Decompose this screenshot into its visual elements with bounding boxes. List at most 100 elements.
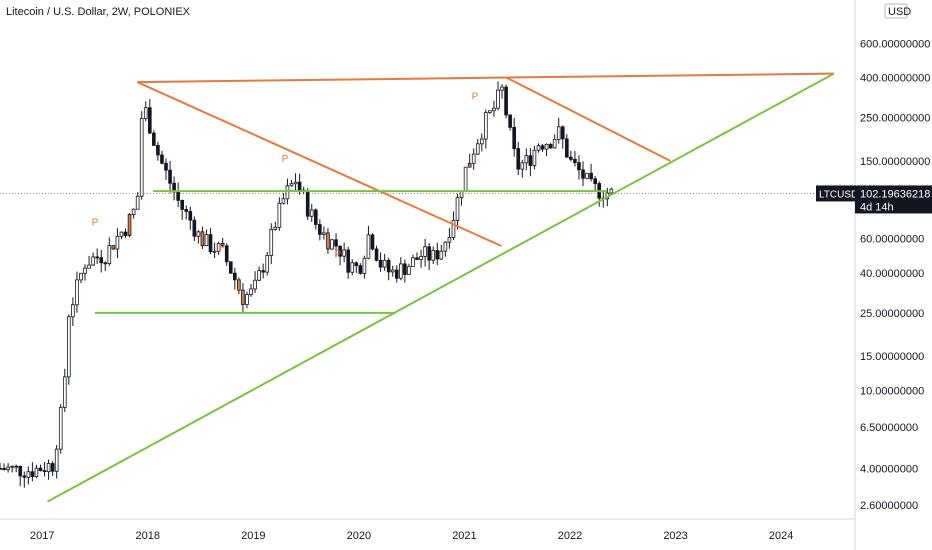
candle-body[interactable] <box>176 191 180 201</box>
candle-body[interactable] <box>115 235 120 250</box>
candle-body[interactable] <box>475 143 480 155</box>
candle-body[interactable] <box>589 172 593 180</box>
candle-body[interactable] <box>265 255 270 273</box>
candle-body[interactable] <box>10 465 14 468</box>
candle-body[interactable] <box>233 272 237 281</box>
candle-body[interactable] <box>544 143 549 150</box>
candle-body[interactable] <box>354 262 359 267</box>
candle-body[interactable] <box>459 191 464 199</box>
candle-body[interactable] <box>330 239 334 250</box>
candle-body[interactable] <box>471 153 476 164</box>
candle-body[interactable] <box>520 162 525 170</box>
candle-body[interactable] <box>50 463 55 472</box>
candle-body[interactable] <box>297 181 302 191</box>
candle-body[interactable] <box>212 250 217 253</box>
candle-body[interactable] <box>192 219 197 237</box>
candle-body[interactable] <box>123 231 128 236</box>
candle-body[interactable] <box>277 202 282 228</box>
trendline-orange-1[interactable] <box>137 72 834 84</box>
candle-body[interactable] <box>382 260 387 268</box>
candle-body[interactable] <box>374 248 379 261</box>
candle-body[interactable] <box>131 208 136 215</box>
candle-body[interactable] <box>484 112 488 140</box>
candle-body[interactable] <box>358 265 363 274</box>
candle-body[interactable] <box>42 470 47 473</box>
candle-body[interactable] <box>346 249 351 273</box>
candle-body[interactable] <box>512 126 517 149</box>
candle-body[interactable] <box>147 107 152 134</box>
candle-body[interactable] <box>548 143 553 149</box>
candle-body[interactable] <box>508 114 512 128</box>
candle-body[interactable] <box>164 162 168 171</box>
candle-body[interactable] <box>419 255 423 260</box>
candle-body[interactable] <box>536 145 541 151</box>
candle-body[interactable] <box>581 169 585 179</box>
candle-body[interactable] <box>318 224 322 235</box>
candle-body[interactable] <box>0 467 2 470</box>
candle-body[interactable] <box>390 269 395 273</box>
candle-body[interactable] <box>386 260 391 273</box>
candle-body[interactable] <box>103 262 108 265</box>
candle-body[interactable] <box>556 126 561 140</box>
candle-body[interactable] <box>524 155 529 164</box>
candle-body[interactable] <box>585 172 589 179</box>
candle-body[interactable] <box>204 234 209 247</box>
candle-body[interactable] <box>62 376 67 408</box>
candle-body[interactable] <box>350 262 355 273</box>
candle-body[interactable] <box>423 246 427 257</box>
candle-body[interactable] <box>79 272 83 281</box>
candle-body[interactable] <box>496 89 500 109</box>
candle-body[interactable] <box>26 471 31 478</box>
candle-body[interactable] <box>415 257 419 260</box>
candle-body[interactable] <box>467 162 472 168</box>
candle-body[interactable] <box>322 232 326 235</box>
candle-body[interactable] <box>305 191 310 217</box>
candle-body[interactable] <box>593 178 597 184</box>
candle-body[interactable] <box>87 264 91 269</box>
candle-body[interactable] <box>573 158 577 164</box>
candle-body[interactable] <box>237 279 241 291</box>
candle-body[interactable] <box>565 138 569 158</box>
candle-body[interactable] <box>451 220 456 238</box>
candle-body[interactable] <box>58 406 63 450</box>
candle-body[interactable] <box>216 243 221 252</box>
candle-body[interactable] <box>504 86 508 116</box>
candle-body[interactable] <box>370 234 375 250</box>
candle-body[interactable] <box>95 256 99 259</box>
candle-body[interactable] <box>152 132 156 146</box>
candle-body[interactable] <box>30 471 35 478</box>
candle-body[interactable] <box>334 239 338 247</box>
candle-body[interactable] <box>439 250 444 260</box>
candle-body[interactable] <box>479 138 484 145</box>
candle-body[interactable] <box>463 166 468 192</box>
candle-body[interactable] <box>2 468 6 471</box>
candle-body[interactable] <box>261 270 265 273</box>
candle-body[interactable] <box>168 169 172 184</box>
candle-body[interactable] <box>285 185 290 200</box>
candle-body[interactable] <box>403 263 407 275</box>
candle-body[interactable] <box>407 266 411 275</box>
candle-body[interactable] <box>257 270 261 281</box>
candle-body[interactable] <box>281 198 286 204</box>
candle-body[interactable] <box>500 86 504 91</box>
candle-body[interactable] <box>188 210 193 221</box>
candle-body[interactable] <box>577 162 581 171</box>
currency-badge[interactable] <box>884 3 908 19</box>
candle-body[interactable] <box>54 448 59 472</box>
candle-body[interactable] <box>552 139 557 149</box>
candle-body[interactable] <box>569 156 573 160</box>
candle-body[interactable] <box>313 209 318 225</box>
candle-body[interactable] <box>253 279 257 290</box>
symbol-tag-box[interactable] <box>816 185 856 202</box>
candle-body[interactable] <box>135 195 140 210</box>
candle-body[interactable] <box>107 245 112 264</box>
candle-body[interactable] <box>338 245 342 257</box>
candle-body[interactable] <box>139 118 144 197</box>
candle-body[interactable] <box>196 231 201 237</box>
candle-body[interactable] <box>99 257 104 264</box>
candle-body[interactable] <box>609 188 614 194</box>
candle-body[interactable] <box>540 145 545 150</box>
candle-body[interactable] <box>366 234 371 259</box>
candle-body[interactable] <box>241 289 245 305</box>
candle-body[interactable] <box>6 466 10 471</box>
